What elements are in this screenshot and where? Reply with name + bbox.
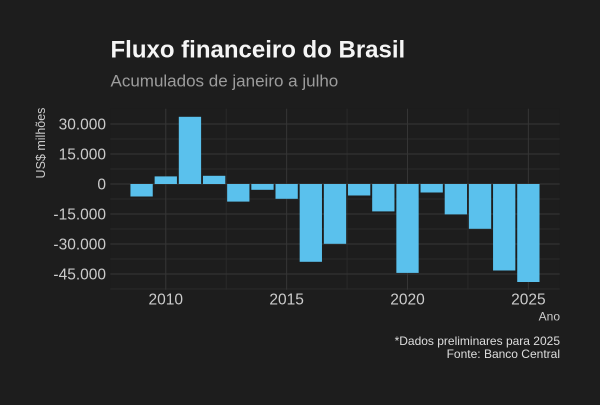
svg-text:2025: 2025 bbox=[511, 292, 545, 309]
svg-text:2015: 2015 bbox=[269, 292, 303, 309]
svg-text:US$ milhões: US$ milhões bbox=[34, 108, 48, 179]
svg-text:Ano: Ano bbox=[539, 310, 561, 324]
svg-text:2020: 2020 bbox=[390, 292, 425, 309]
svg-text:Fluxo financeiro do Brasil: Fluxo financeiro do Brasil bbox=[111, 36, 406, 63]
svg-text:2010: 2010 bbox=[149, 292, 184, 309]
svg-text:0: 0 bbox=[97, 177, 106, 194]
svg-text:15.000: 15.000 bbox=[59, 147, 107, 164]
svg-text:30.000: 30.000 bbox=[59, 117, 107, 134]
svg-text:Fonte: Banco Central: Fonte: Banco Central bbox=[447, 347, 560, 361]
svg-text:-45.000: -45.000 bbox=[53, 267, 106, 284]
svg-text:-15.000: -15.000 bbox=[53, 207, 106, 224]
svg-text:Acumulados de janeiro a julho: Acumulados de janeiro a julho bbox=[111, 72, 339, 91]
svg-text:-30.000: -30.000 bbox=[53, 237, 106, 254]
svg-text:*Dados preliminares para 2025: *Dados preliminares para 2025 bbox=[395, 334, 561, 348]
